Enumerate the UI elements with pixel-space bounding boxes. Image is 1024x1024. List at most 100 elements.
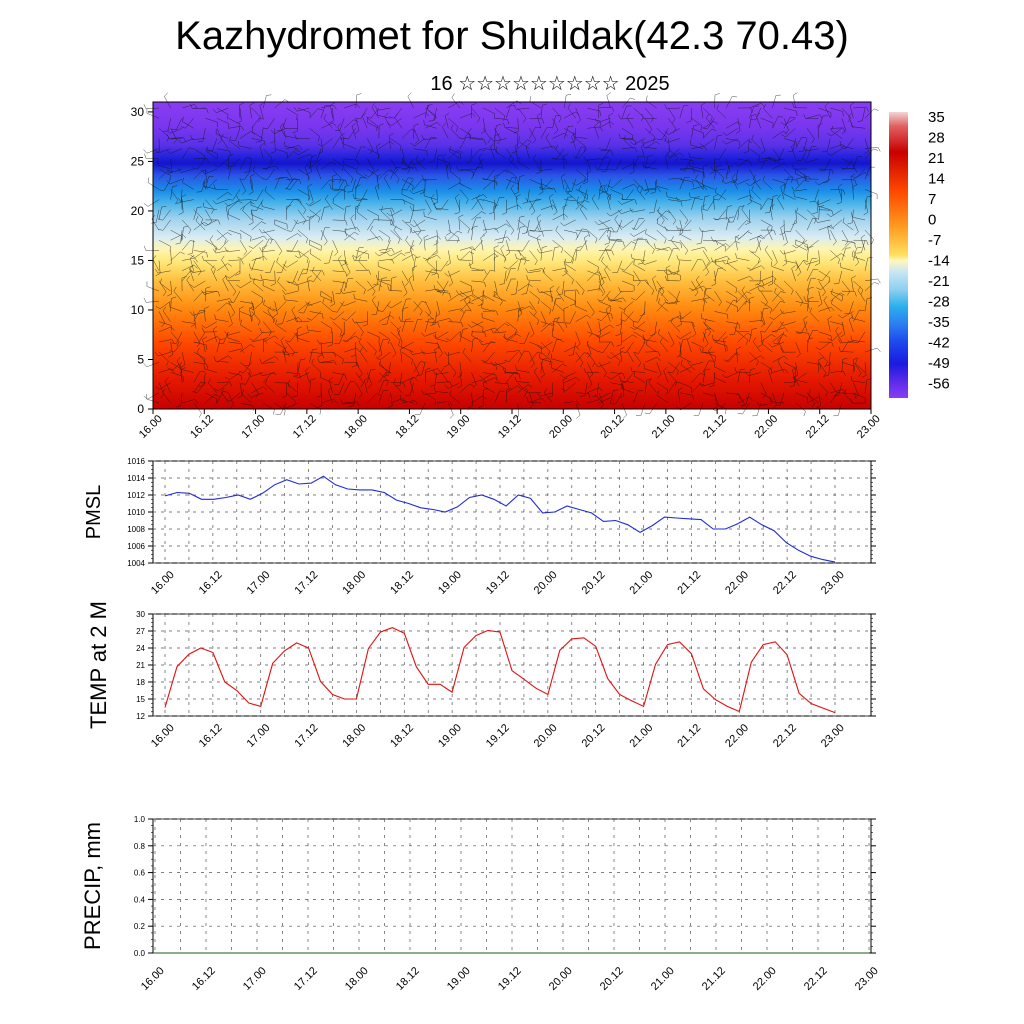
wind-barb bbox=[332, 219, 348, 226]
wind-barb bbox=[205, 392, 218, 404]
wind-barb bbox=[704, 318, 715, 332]
wind-barb bbox=[549, 285, 555, 302]
wind-barb bbox=[344, 168, 354, 184]
wind-barb bbox=[795, 290, 804, 307]
wind-barb bbox=[503, 260, 518, 270]
wind-barb bbox=[400, 148, 405, 165]
wind-barb bbox=[714, 255, 731, 261]
wind-barb bbox=[340, 301, 356, 307]
wind-barb bbox=[448, 229, 460, 243]
wind-barb bbox=[445, 331, 461, 341]
wind-barb bbox=[633, 370, 646, 383]
wind-barb bbox=[792, 92, 798, 109]
wind-barb bbox=[459, 128, 472, 140]
wind-barb bbox=[343, 381, 356, 393]
wind-barb bbox=[757, 286, 773, 292]
wind-barb bbox=[309, 108, 323, 119]
wind-barb bbox=[702, 287, 712, 302]
wind-barb bbox=[435, 301, 441, 318]
wind-barb bbox=[500, 245, 507, 261]
wind-barb bbox=[630, 366, 646, 373]
wind-barb bbox=[251, 209, 264, 221]
wind-barb bbox=[668, 362, 679, 376]
wind-barb bbox=[713, 194, 718, 210]
wind-barb bbox=[795, 392, 808, 403]
wind-barb bbox=[702, 118, 715, 130]
wind-barb bbox=[513, 118, 519, 134]
wind-barb bbox=[633, 321, 646, 333]
wind-barb bbox=[158, 368, 175, 374]
wind-barb bbox=[830, 290, 843, 301]
wind-barb bbox=[515, 194, 521, 210]
wind-barb bbox=[621, 147, 638, 153]
wind-barb bbox=[274, 382, 290, 388]
wind-barb bbox=[378, 229, 390, 243]
wind-barb bbox=[830, 127, 846, 133]
wind-barb bbox=[735, 253, 750, 261]
wind-barb bbox=[143, 297, 160, 303]
colorbar-label: -7 bbox=[928, 232, 941, 249]
wind-barb bbox=[158, 169, 174, 180]
wind-barb bbox=[545, 133, 553, 149]
wind-barb bbox=[205, 239, 217, 252]
wind-barb bbox=[696, 230, 704, 245]
wind-barb bbox=[213, 184, 229, 190]
wind-barb bbox=[355, 280, 366, 295]
wind-barb bbox=[423, 191, 437, 200]
wind-barb bbox=[343, 278, 354, 292]
wind-barb bbox=[247, 372, 264, 377]
wind-barb bbox=[861, 362, 867, 378]
wind-barb bbox=[413, 123, 419, 139]
wind-barb bbox=[459, 168, 474, 177]
wind-barb bbox=[818, 357, 824, 373]
wind-barb bbox=[853, 357, 859, 373]
wind-barb bbox=[691, 280, 699, 297]
wind-barb bbox=[725, 205, 733, 220]
wind-barb bbox=[320, 398, 337, 404]
wind-barb bbox=[328, 377, 334, 393]
x-tick-label: 23.00 bbox=[819, 569, 847, 597]
wind-barb bbox=[390, 167, 401, 180]
wind-barb bbox=[332, 174, 337, 190]
wind-barb bbox=[598, 249, 611, 261]
wind-barb bbox=[529, 126, 541, 139]
wind-barb bbox=[679, 382, 693, 393]
wind-barb bbox=[296, 326, 302, 343]
wind-barb bbox=[687, 336, 692, 353]
wind-barb bbox=[598, 280, 606, 297]
wind-barb bbox=[307, 275, 312, 292]
wind-barb bbox=[433, 230, 439, 246]
x-tick-label: 20.12 bbox=[598, 413, 626, 441]
wind-barb bbox=[256, 128, 264, 143]
wind-barb bbox=[494, 133, 500, 149]
wind-barb bbox=[842, 217, 854, 231]
wind-barb bbox=[587, 399, 603, 404]
wind-barb bbox=[482, 168, 495, 180]
wind-barb bbox=[563, 290, 576, 302]
wind-barb bbox=[668, 199, 683, 207]
wind-barb bbox=[457, 372, 463, 389]
wind-barb bbox=[771, 321, 785, 333]
wind-barb bbox=[814, 250, 820, 266]
wind-barb bbox=[193, 310, 206, 322]
wind-barb bbox=[158, 168, 171, 181]
wind-barb bbox=[366, 107, 380, 119]
x-tick-label: 18.00 bbox=[343, 965, 371, 993]
wind-barb bbox=[216, 391, 229, 404]
wind-barb bbox=[225, 275, 241, 282]
wind-barb bbox=[679, 366, 696, 373]
wind-barb bbox=[162, 306, 171, 322]
wind-barb bbox=[583, 155, 599, 161]
wind-barb bbox=[158, 219, 171, 231]
wind-barb bbox=[202, 179, 218, 189]
wind-barb bbox=[409, 377, 415, 393]
wind-barb bbox=[700, 204, 706, 220]
wind-barb bbox=[749, 105, 760, 119]
wind-barb bbox=[656, 128, 667, 142]
wind-barb bbox=[592, 382, 600, 398]
wind-barb bbox=[445, 163, 451, 180]
wind-barb bbox=[771, 261, 785, 272]
y-tick-label: 1.0 bbox=[134, 815, 146, 824]
wind-barb bbox=[448, 118, 459, 132]
wind-barb bbox=[282, 346, 288, 363]
